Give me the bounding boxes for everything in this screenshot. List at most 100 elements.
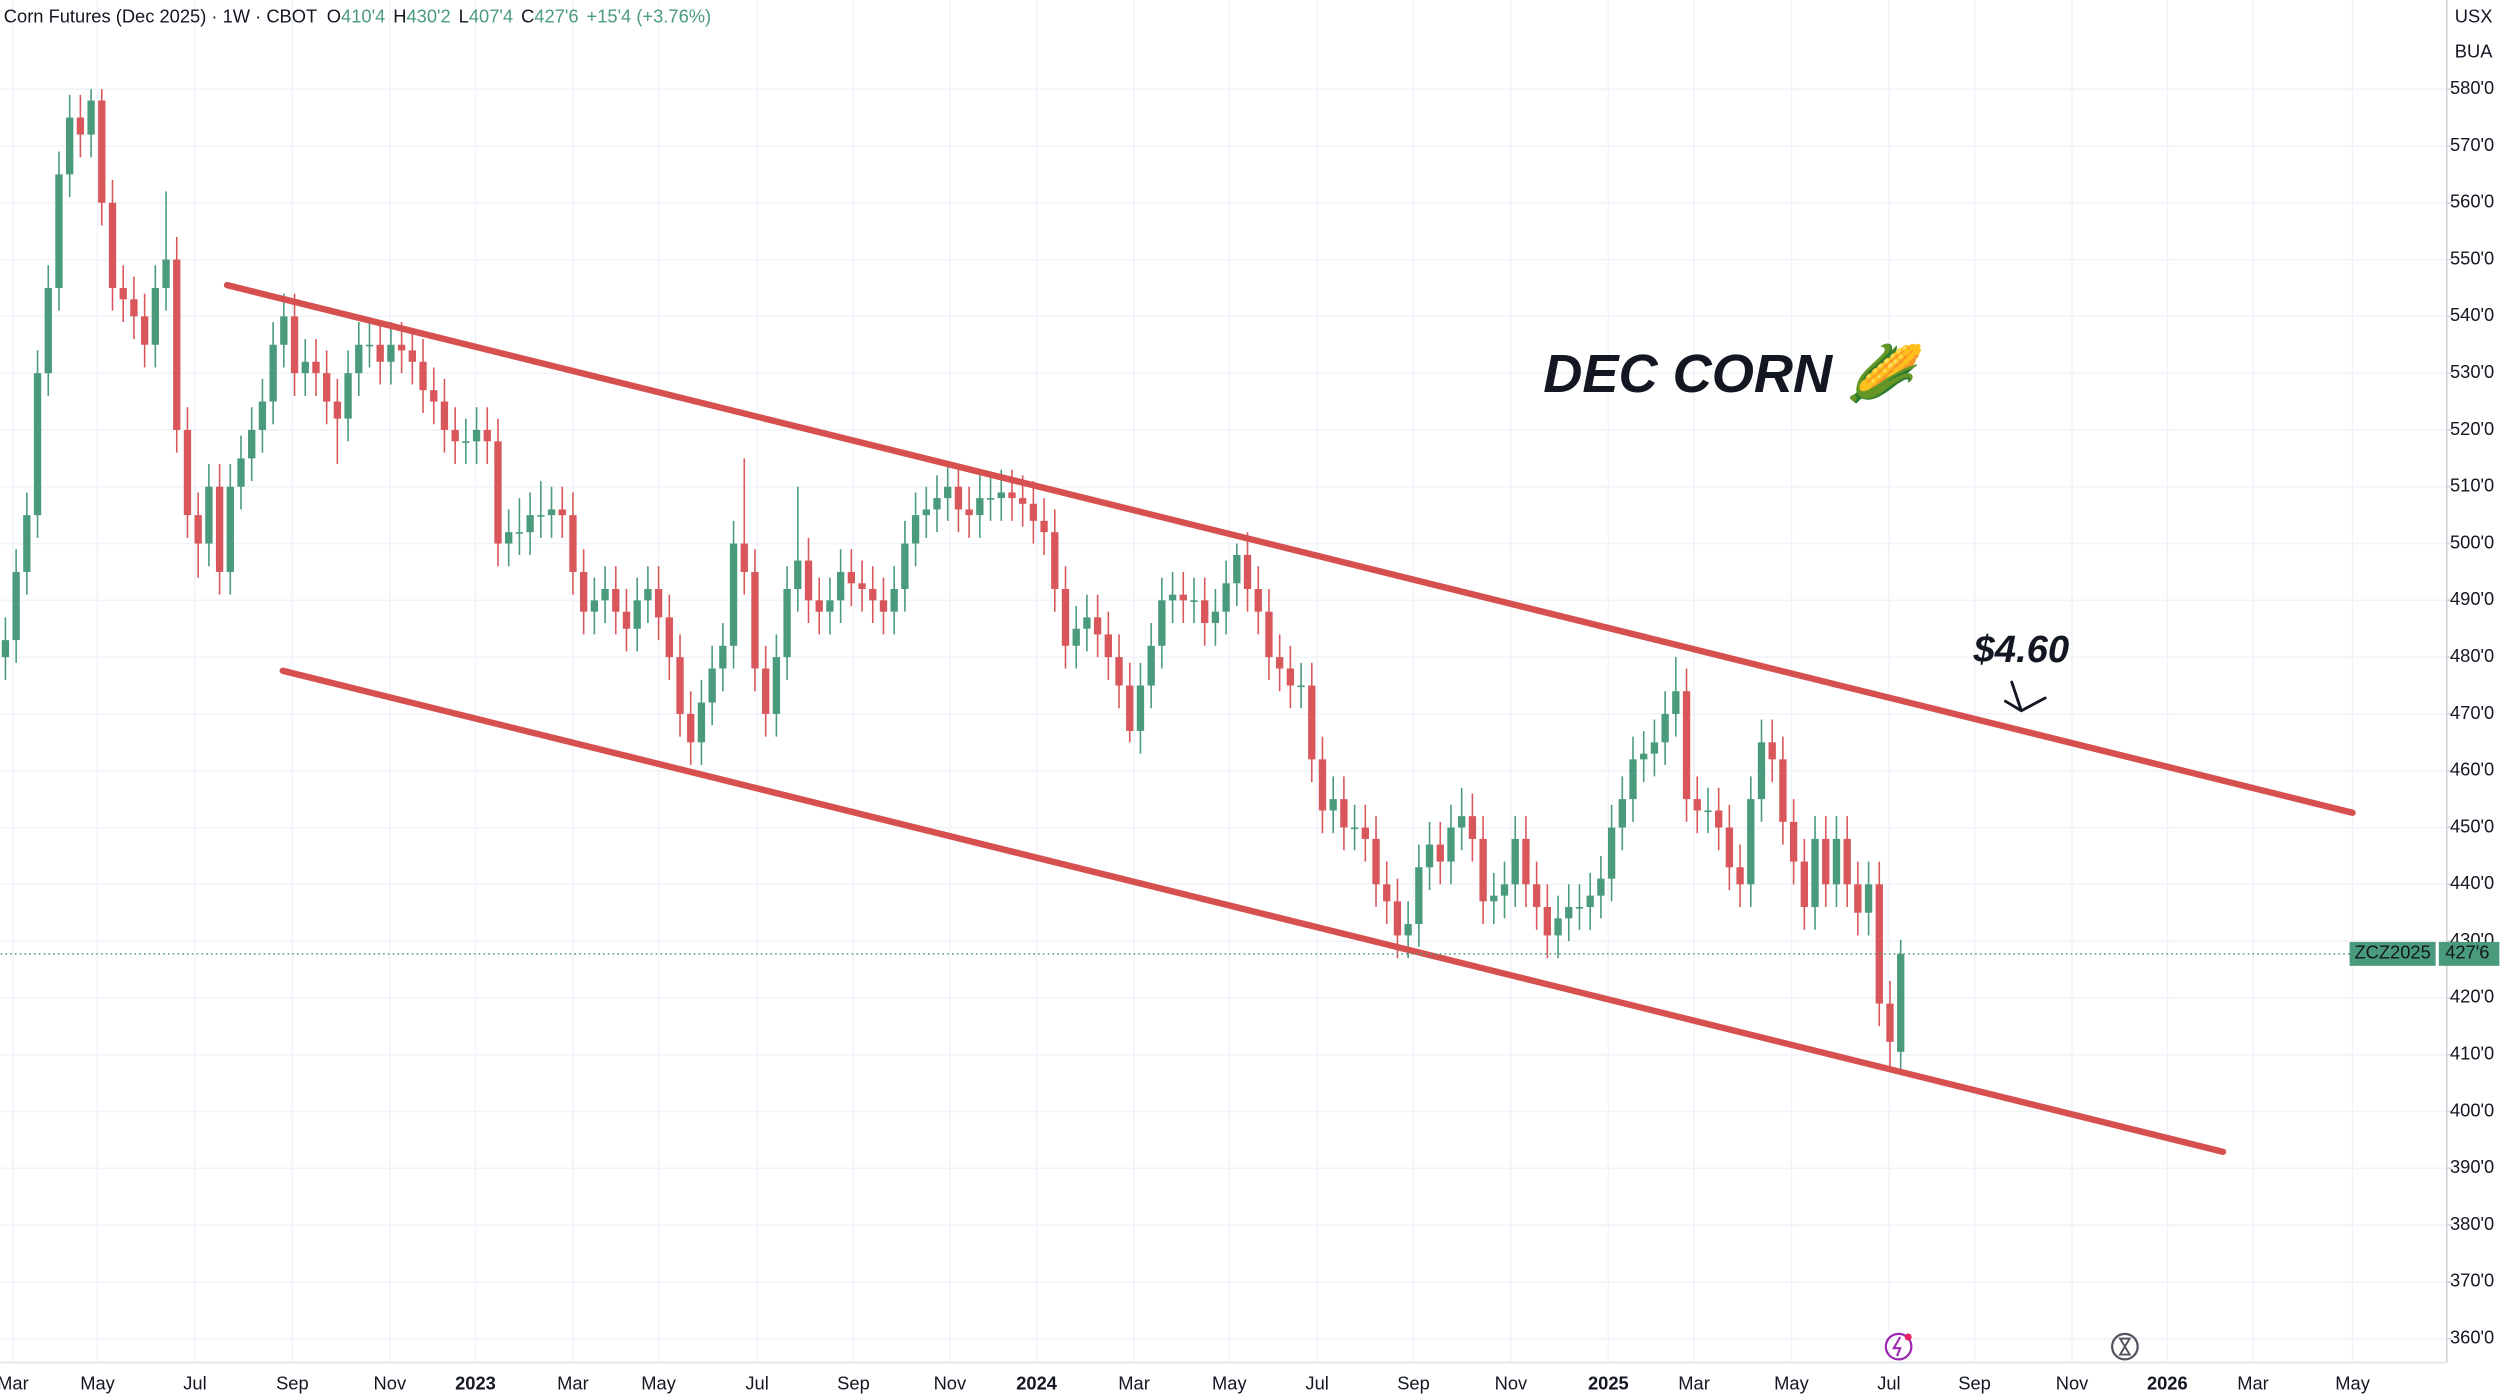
x-tick-label: May — [1774, 1373, 1809, 1394]
candle-body — [697, 702, 706, 743]
candle-body — [1672, 691, 1680, 714]
candle-body — [794, 560, 802, 589]
candle-body — [1222, 583, 1230, 612]
x-tick-label: Mar — [1118, 1373, 1150, 1394]
annotation: DEC CORN 🌽 — [1543, 341, 1925, 404]
annotation: $4.60 — [1972, 628, 2069, 671]
candle-body — [1629, 759, 1637, 800]
candle-body — [237, 458, 245, 487]
candle-body — [1747, 799, 1755, 885]
candle-body — [890, 588, 898, 612]
candle-body — [33, 373, 42, 516]
candle-body — [772, 657, 781, 714]
x-tick-label: Mar — [0, 1373, 29, 1394]
candle-body — [215, 486, 224, 572]
candle-body — [1072, 628, 1080, 646]
candle-body — [976, 498, 984, 516]
y-tick-label: 420'0 — [2450, 986, 2494, 1007]
candle-body — [1650, 742, 1659, 754]
candle-body — [986, 498, 995, 500]
candle-body — [1297, 685, 1305, 688]
candle-body — [1061, 588, 1070, 646]
candle-body — [740, 543, 748, 572]
candle-body — [665, 617, 673, 658]
candle-body — [579, 571, 588, 612]
candle-body — [162, 259, 170, 288]
candle-body — [76, 117, 85, 135]
candle-body — [1575, 907, 1584, 909]
candle-body — [590, 600, 599, 612]
candle-body — [408, 350, 416, 362]
candle-body — [719, 645, 727, 669]
candle-body — [1404, 924, 1412, 936]
candle-body — [826, 600, 834, 612]
candle-body — [1800, 861, 1808, 908]
y-tick-label: 500'0 — [2450, 531, 2494, 552]
candle-body — [1640, 753, 1648, 760]
candle-body — [258, 401, 267, 430]
icon[interactable] — [2111, 1332, 2139, 1361]
candle-body — [1233, 554, 1241, 584]
y-tick-label: 370'0 — [2450, 1270, 2494, 1291]
candle-body — [804, 560, 813, 601]
ohlc-value: 407'4 — [469, 5, 513, 26]
candle-body — [1607, 827, 1616, 879]
candle-body — [1757, 742, 1766, 800]
candle-body — [1008, 492, 1016, 499]
candle-body — [140, 316, 149, 345]
y-tick-label: 410'0 — [2450, 1043, 2494, 1064]
trendline — [223, 281, 2356, 816]
chart-header: Corn Futures (Dec 2025) · 1W · CBOT O410'… — [4, 5, 711, 26]
y-tick-label: 480'0 — [2450, 645, 2494, 666]
candle-body — [1511, 838, 1519, 885]
candle-body — [1201, 600, 1209, 624]
candle-body — [1458, 816, 1466, 828]
candle-body — [997, 492, 1005, 499]
ohlc-key: C — [521, 5, 534, 26]
candle-body — [440, 401, 449, 430]
candle-body — [365, 344, 374, 347]
chart-title: Corn Futures (Dec 2025) · 1W · CBOT — [4, 5, 317, 26]
x-tick-label: Nov — [934, 1373, 967, 1394]
candle-body — [1340, 799, 1348, 828]
candle-body — [1779, 759, 1787, 822]
candle-body — [301, 361, 309, 374]
candle-body — [1158, 600, 1166, 646]
candle-body — [505, 532, 513, 544]
candle-body — [1597, 878, 1605, 896]
candle-body — [1447, 827, 1455, 862]
candle-body — [1661, 713, 1669, 743]
candle-body — [1383, 884, 1391, 902]
candle-body — [119, 287, 127, 300]
ohlc-key: O — [327, 5, 341, 26]
candle-body — [1843, 838, 1851, 885]
candle-body — [1093, 617, 1102, 635]
x-tick-label: Sep — [1958, 1373, 1991, 1394]
candle-body — [965, 509, 973, 516]
y-tick-label: 450'0 — [2450, 815, 2494, 836]
candle-body — [1265, 611, 1273, 658]
candle-body — [98, 100, 106, 203]
candle-body — [1500, 884, 1509, 896]
y-tick-label: 490'0 — [2450, 588, 2494, 609]
y-tick-label: 560'0 — [2450, 191, 2494, 212]
x-tick-label: Jul — [745, 1373, 768, 1394]
candle-body — [1211, 611, 1220, 624]
icon[interactable] — [1884, 1332, 1913, 1361]
candle-body — [1147, 645, 1155, 686]
candle-body — [1393, 901, 1402, 936]
candle-body — [1019, 498, 1027, 504]
candle-body — [173, 259, 181, 430]
y-tick-label: 580'0 — [2450, 77, 2494, 98]
y-tick-label: 390'0 — [2450, 1156, 2494, 1177]
candle-body — [901, 543, 909, 589]
candle-body — [858, 583, 866, 589]
trendline — [279, 667, 2227, 1156]
candle-body — [1725, 827, 1734, 868]
candle-body — [87, 100, 95, 135]
candle-body — [226, 486, 234, 572]
x-tick-label: Mar — [1678, 1373, 1710, 1394]
ohlc-value: 427'6 — [534, 5, 578, 26]
candle-body — [676, 657, 684, 714]
candle-body — [644, 588, 652, 601]
